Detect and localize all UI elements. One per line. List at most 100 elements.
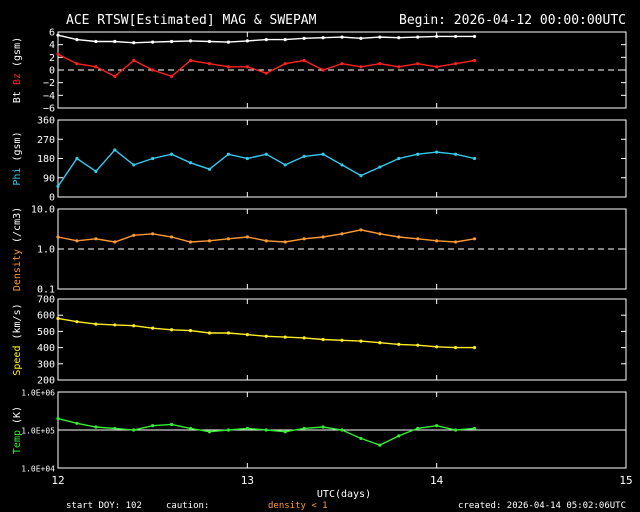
density-density-point (378, 232, 382, 236)
speed-speed-point (435, 345, 439, 349)
mag-bt-point (56, 33, 60, 37)
phi-phi-point (94, 169, 98, 173)
speed-speed-point (151, 326, 155, 330)
mag-bz-point (340, 62, 344, 66)
density-density-point (113, 240, 117, 244)
phi-phi-point (226, 152, 230, 156)
density-density-point (188, 240, 193, 244)
temp-ytick-label: 1.0E+05 (21, 427, 55, 436)
mag-bt-point (340, 35, 344, 39)
speed-ytick-label: 300 (37, 359, 55, 370)
temp-temp-point (56, 416, 60, 421)
density-density-point (151, 232, 155, 236)
x-tick-label: 15 (619, 474, 632, 487)
mag-bt-point (245, 39, 249, 43)
mag-bt-point (188, 39, 193, 43)
speed-ytick-label: 600 (37, 311, 55, 322)
phi-ytick-label: 360 (37, 116, 55, 127)
temp-temp-point (435, 424, 439, 428)
temp-temp-point (378, 443, 382, 447)
phi-phi-point (56, 184, 60, 188)
speed-ylabel: Speed (km/s) (12, 303, 23, 375)
speed-speed-point (75, 320, 79, 324)
temp-temp-point (340, 428, 344, 432)
mag-bz-point (245, 65, 249, 69)
mag-ytick-label: −6 (43, 104, 55, 115)
speed-speed-point (207, 331, 212, 335)
mag-bz-point (321, 68, 325, 72)
mag-ylabel-part: Bz (12, 73, 23, 91)
start-doy: start DOY: 102 (66, 501, 142, 511)
density-density-point (245, 235, 249, 239)
mag-bz-point (132, 58, 136, 63)
density-density-point (340, 232, 344, 236)
density-density-point (283, 240, 287, 244)
created-time: created: 2026-04-14 05:02:06UTC (458, 501, 626, 511)
x-tick-label: 13 (241, 474, 254, 487)
temp-ylabel: Temp (K) (12, 406, 23, 454)
temp-temp-point (188, 426, 193, 431)
temp-temp-point (416, 426, 420, 431)
mag-ylabel-part: (gsm) (12, 37, 23, 73)
x-tick-label: 14 (430, 474, 444, 487)
mag-bz-point (302, 58, 306, 63)
phi-phi-point (75, 156, 79, 161)
caution-label: caution: (166, 501, 209, 511)
speed-speed-point (378, 341, 382, 345)
phi-phi-point (132, 163, 136, 167)
temp-temp-point (264, 428, 268, 432)
mag-bz-point (56, 52, 60, 56)
density-density-point (435, 239, 439, 243)
mag-bt-point (75, 38, 79, 42)
phi-ylabel: Phi (gsm) (12, 131, 23, 185)
phi-phi-point (264, 152, 268, 156)
phi-frame (57, 119, 627, 198)
density-density-point (75, 239, 79, 243)
mag-bz-point (170, 74, 174, 78)
speed-speed-point (94, 322, 98, 326)
temp-ylabel-part: Temp (12, 430, 23, 454)
temp-temp-point (132, 428, 136, 432)
phi-phi-point (151, 156, 155, 161)
x-tick-label: 12 (51, 474, 64, 487)
mag-bt-point (113, 39, 117, 44)
phi-phi-point (207, 167, 212, 171)
density-density-point (416, 237, 420, 241)
mag-bt-point (454, 34, 458, 39)
mag-bz-point (359, 65, 363, 69)
temp-ytick-label: 1.0E+04 (21, 465, 55, 474)
mag-ylabel-part: Bt (12, 91, 23, 103)
phi-phi-point (435, 150, 439, 154)
temp-temp-point (397, 434, 401, 438)
mag-bz-point (454, 62, 458, 66)
mag-ylabel: Bt Bz (gsm) (12, 37, 23, 103)
speed-speed-point (321, 337, 325, 342)
phi-phi-point (302, 154, 306, 158)
mag-bt-point (264, 38, 268, 42)
mag-bz-point (283, 62, 287, 66)
mag-bt-point (397, 36, 401, 40)
mag-bt-point (359, 36, 363, 40)
begin-time: Begin: 2026-04-12 00:00:00UTC (399, 13, 626, 28)
temp-temp-point (472, 426, 477, 431)
temp-ytick-label: 1.0E+06 (21, 389, 55, 398)
phi-phi-point (283, 163, 287, 167)
density-ylabel-part: (/cm3) (12, 207, 23, 249)
mag-bz-point (151, 68, 155, 72)
speed-speed-line (57, 317, 475, 349)
mag-bz-point (75, 62, 79, 66)
temp-temp-point (75, 421, 79, 425)
mag-ytick-label: 2 (49, 53, 55, 64)
mag-bt-point (283, 38, 287, 42)
density-density-point (264, 239, 268, 243)
chart-title: ACE RTSW[Estimated] MAG & SWEPAM (66, 13, 317, 28)
temp-temp-point (170, 422, 174, 427)
temp-temp-point (454, 428, 458, 432)
temp-temp-point (283, 430, 287, 434)
speed-speed-point (264, 334, 268, 338)
mag-bz-point (113, 74, 117, 78)
mag-bz-point (472, 58, 477, 63)
phi-phi-point (170, 152, 174, 156)
